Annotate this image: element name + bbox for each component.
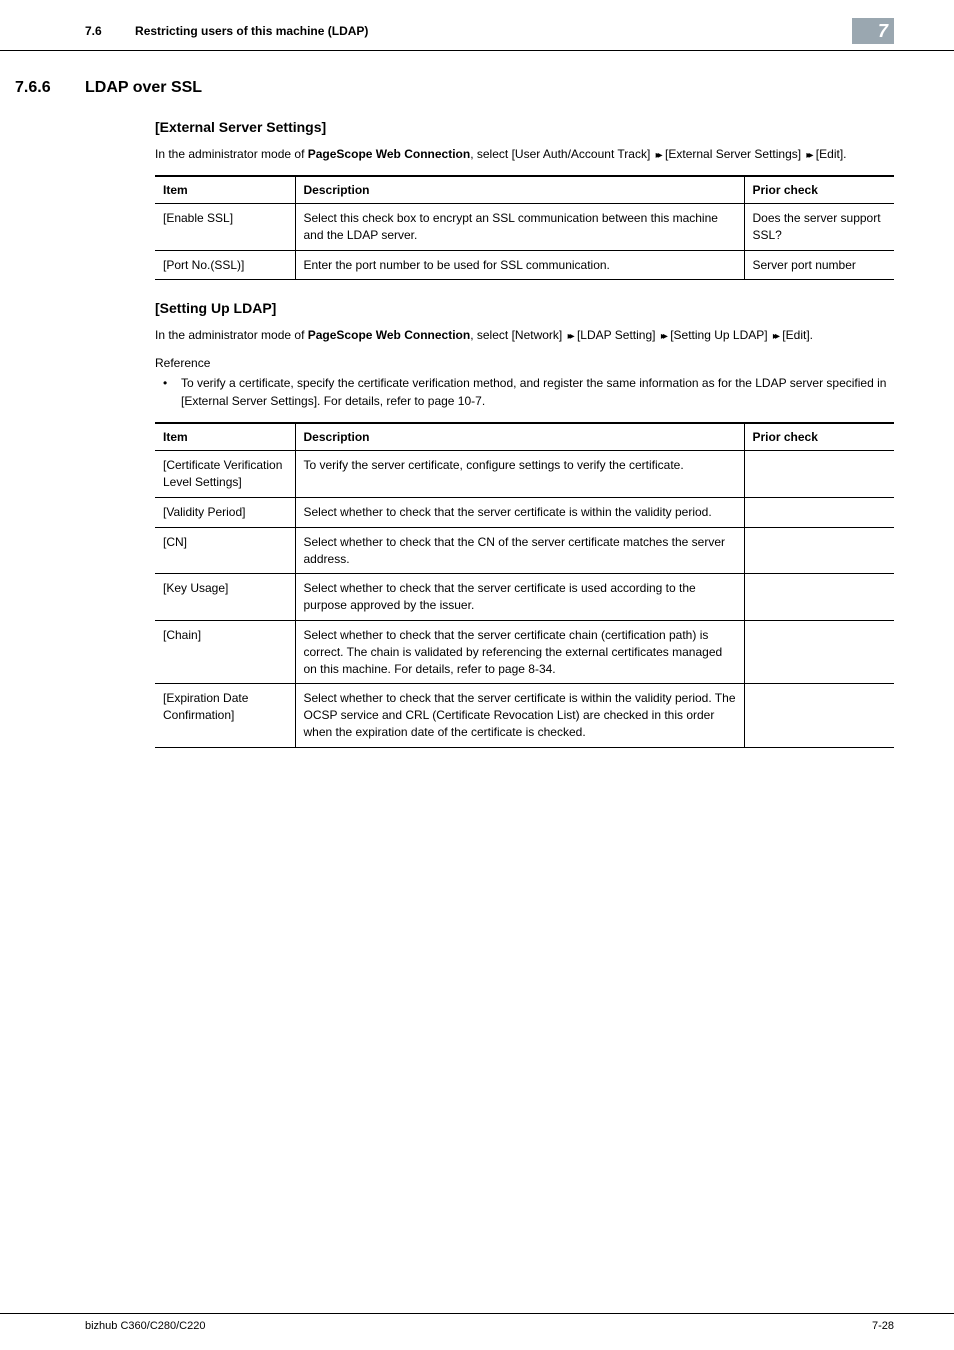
- th-prior: Prior check: [744, 423, 894, 451]
- cell-item: [Chain]: [155, 620, 295, 683]
- cell-desc: To verify the server certificate, config…: [295, 451, 744, 498]
- intro2-bold: PageScope Web Connection: [308, 328, 470, 342]
- cell-desc: Select this check box to encrypt an SSL …: [295, 204, 744, 251]
- table-external-server: Item Description Prior check [Enable SSL…: [155, 175, 894, 280]
- th-item: Item: [155, 176, 295, 204]
- table-row: [Chain] Select whether to check that the…: [155, 620, 894, 683]
- intro1-post2: [External Server Settings]: [662, 147, 805, 161]
- cell-item: [Key Usage]: [155, 574, 295, 621]
- content: 7.6.6 LDAP over SSL [External Server Set…: [0, 51, 954, 748]
- cell-item: [CN]: [155, 527, 295, 574]
- cell-prior: [744, 497, 894, 527]
- th-prior: Prior check: [744, 176, 894, 204]
- intro1-post1: , select [User Auth/Account Track]: [470, 147, 653, 161]
- cell-desc: Select whether to check that the CN of t…: [295, 527, 744, 574]
- h3-ldap: [Setting Up LDAP]: [155, 300, 894, 316]
- reference-bullets: To verify a certificate, specify the cer…: [155, 374, 894, 410]
- page: 7.6 Restricting users of this machine (L…: [0, 0, 954, 1350]
- th-desc: Description: [295, 176, 744, 204]
- chapter-badge: 7: [852, 18, 894, 44]
- cell-prior: Server port number: [744, 250, 894, 280]
- page-header: 7.6 Restricting users of this machine (L…: [0, 0, 954, 51]
- cell-item: [Validity Period]: [155, 497, 295, 527]
- reference-label: Reference: [155, 356, 894, 370]
- header-left: 7.6 Restricting users of this machine (L…: [85, 24, 368, 38]
- table-row: [Key Usage] Select whether to check that…: [155, 574, 894, 621]
- footer-left: bizhub C360/C280/C220: [85, 1320, 205, 1332]
- cell-desc: Select whether to check that the server …: [295, 497, 744, 527]
- cell-prior: [744, 684, 894, 747]
- cell-desc: Select whether to check that the server …: [295, 620, 744, 683]
- section-external-server: [External Server Settings] In the admini…: [85, 119, 894, 748]
- cell-prior: [744, 527, 894, 574]
- cell-item: [Enable SSL]: [155, 204, 295, 251]
- arrow-icon: ▸▸: [773, 329, 777, 344]
- cell-prior: Does the server support SSL?: [744, 204, 894, 251]
- arrow-icon: ▸▸: [568, 329, 572, 344]
- cell-prior: [744, 620, 894, 683]
- h3-external: [External Server Settings]: [155, 119, 894, 135]
- intro2-post4: [Edit].: [779, 328, 813, 342]
- table-ldap: Item Description Prior check [Certificat…: [155, 422, 894, 747]
- intro-ldap: In the administrator mode of PageScope W…: [155, 326, 894, 344]
- heading-2: 7.6.6 LDAP over SSL: [85, 79, 894, 97]
- table-header-row: Item Description Prior check: [155, 176, 894, 204]
- intro1-post3: [Edit].: [812, 147, 846, 161]
- table-row: [Certificate Verification Level Settings…: [155, 451, 894, 498]
- intro2-pre: In the administrator mode of: [155, 328, 308, 342]
- arrow-icon: ▸▸: [806, 148, 810, 163]
- cell-item: [Certificate Verification Level Settings…: [155, 451, 295, 498]
- intro1-bold: PageScope Web Connection: [308, 147, 470, 161]
- intro2-post2: [LDAP Setting]: [574, 328, 659, 342]
- table-row: [Validity Period] Select whether to chec…: [155, 497, 894, 527]
- header-section-number: 7.6: [85, 24, 102, 38]
- footer-right: 7-28: [872, 1320, 894, 1332]
- cell-item: [Port No.(SSL)]: [155, 250, 295, 280]
- cell-prior: [744, 574, 894, 621]
- cell-desc: Enter the port number to be used for SSL…: [295, 250, 744, 280]
- th-desc: Description: [295, 423, 744, 451]
- cell-item: [Expiration Date Confirmation]: [155, 684, 295, 747]
- header-section-title: Restricting users of this machine (LDAP): [135, 24, 368, 38]
- intro-external: In the administrator mode of PageScope W…: [155, 145, 894, 163]
- intro2-post1: , select [Network]: [470, 328, 565, 342]
- arrow-icon: ▸▸: [656, 148, 660, 163]
- h2-number: 7.6.6: [15, 79, 85, 97]
- h2-title: LDAP over SSL: [85, 79, 202, 97]
- arrow-icon: ▸▸: [661, 329, 665, 344]
- th-item: Item: [155, 423, 295, 451]
- table-row: [Expiration Date Confirmation] Select wh…: [155, 684, 894, 747]
- intro2-post3: [Setting Up LDAP]: [667, 328, 771, 342]
- bullet-item: To verify a certificate, specify the cer…: [155, 374, 894, 410]
- table-row: [Port No.(SSL)] Enter the port number to…: [155, 250, 894, 280]
- table-row: [CN] Select whether to check that the CN…: [155, 527, 894, 574]
- page-footer: bizhub C360/C280/C220 7-28: [0, 1313, 954, 1350]
- cell-desc: Select whether to check that the server …: [295, 684, 744, 747]
- cell-prior: [744, 451, 894, 498]
- table-header-row: Item Description Prior check: [155, 423, 894, 451]
- intro1-pre: In the administrator mode of: [155, 147, 308, 161]
- cell-desc: Select whether to check that the server …: [295, 574, 744, 621]
- table-row: [Enable SSL] Select this check box to en…: [155, 204, 894, 251]
